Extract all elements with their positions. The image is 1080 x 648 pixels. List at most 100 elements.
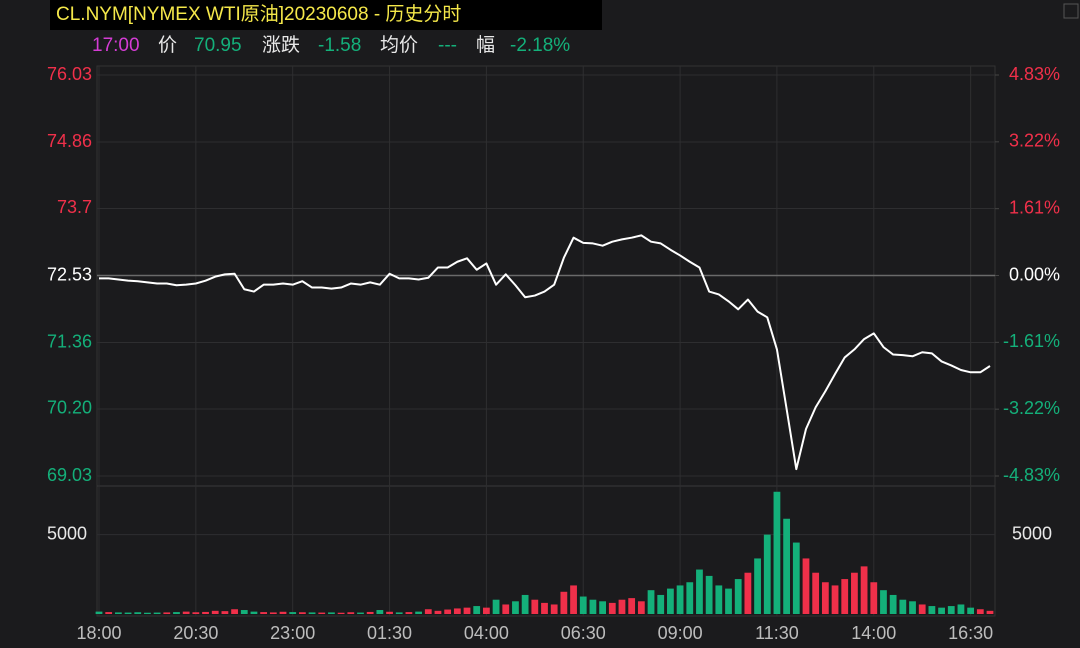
volume-bar	[831, 585, 839, 614]
y-tick-label: 71.36	[47, 331, 92, 351]
volume-bar	[269, 612, 277, 614]
volume-bar	[918, 604, 926, 614]
volume-bar	[492, 599, 500, 614]
volume-bar	[734, 579, 742, 614]
volume-bar	[434, 610, 442, 614]
volume-bar	[744, 572, 752, 614]
info-line: 17:00 价 70.95 涨跌 -1.58 均价 --- 幅 -2.18%	[92, 34, 570, 56]
volume-tick-label-right: 5000	[1012, 523, 1052, 543]
y2-tick-label: -4.83%	[1003, 465, 1060, 485]
volume-bar	[618, 599, 626, 614]
volume-bar	[657, 594, 665, 614]
volume-bar	[947, 606, 955, 614]
volume-bar	[628, 598, 636, 614]
x-tick-label: 01:30	[367, 623, 412, 643]
volume-bar	[124, 612, 132, 614]
volume-bar	[821, 582, 829, 614]
volume-bar	[192, 612, 200, 614]
y-tick-label: 73.7	[57, 197, 92, 217]
volume-bar	[792, 542, 800, 614]
volume-bar	[328, 612, 335, 614]
volume-bar	[231, 609, 238, 614]
volume-bar	[725, 588, 732, 614]
y2-tick-label: 0.00%	[1009, 264, 1060, 284]
volume-bar	[560, 591, 568, 614]
volume-bar	[105, 612, 113, 614]
volume-bar	[386, 611, 393, 614]
volume-bar	[347, 612, 355, 614]
volume-bar	[298, 612, 306, 614]
y2-tick-label: -3.22%	[1003, 398, 1060, 418]
volume-bar	[860, 566, 868, 614]
volume-bar	[318, 612, 326, 614]
volume-bar	[260, 612, 268, 614]
y2-tick-label: 4.83%	[1009, 64, 1060, 84]
info-time: 17:00	[92, 35, 140, 56]
volume-bar	[686, 582, 694, 614]
volume-bar	[357, 612, 364, 614]
x-tick-label: 20:30	[173, 623, 218, 643]
volume-bar	[153, 612, 161, 614]
x-tick-label: 14:00	[851, 623, 896, 643]
info-change-label: 涨跌	[262, 34, 300, 56]
volume-bar	[541, 602, 548, 614]
volume-bar	[637, 601, 645, 614]
volume-bar	[202, 611, 209, 614]
volume-bar	[647, 590, 655, 614]
volume-bar	[754, 558, 761, 614]
volume-bar	[134, 612, 142, 614]
volume-bar	[589, 599, 597, 614]
volume-bar	[812, 572, 820, 614]
volume-bar	[986, 610, 994, 614]
volume-bar	[512, 601, 519, 614]
window-icon[interactable]	[1063, 3, 1079, 19]
x-tick-label: 16:30	[948, 623, 993, 643]
y-tick-label: 69.03	[47, 465, 92, 485]
volume-bar	[909, 601, 916, 614]
volume-bar	[570, 585, 577, 614]
volume-bar	[938, 607, 945, 614]
info-avg: ---	[438, 35, 457, 56]
volume-bar	[667, 588, 674, 614]
volume-bar	[444, 609, 452, 614]
volume-bar	[415, 611, 422, 614]
volume-bar	[289, 612, 297, 614]
x-tick-label: 09:00	[658, 623, 703, 643]
volume-bar	[424, 609, 432, 614]
volume-bar	[182, 611, 190, 614]
volume-bar	[240, 610, 248, 614]
y2-tick-label: 1.61%	[1009, 197, 1060, 217]
volume-bar	[676, 585, 684, 614]
info-price: 70.95	[194, 35, 242, 56]
volume-bar	[163, 612, 171, 614]
volume-bar	[870, 582, 878, 614]
volume-bar	[763, 534, 771, 614]
chart-title: CL.NYM[NYMEX WTI原油]20230608 - 历史分时	[56, 3, 461, 25]
volume-bar	[483, 607, 490, 614]
volume-bar	[773, 491, 781, 614]
volume-bar	[366, 611, 374, 614]
volume-bar	[967, 607, 975, 614]
volume-bar	[705, 575, 713, 614]
volume-bar	[173, 612, 180, 614]
volume-bar	[899, 599, 907, 614]
volume-bar	[308, 612, 316, 614]
volume-bar	[715, 585, 723, 614]
x-tick-label: 23:00	[270, 623, 315, 643]
volume-bar	[376, 610, 384, 614]
x-tick-label: 18:00	[76, 623, 121, 643]
y-tick-label: 76.03	[47, 64, 92, 84]
volume-bar	[579, 596, 587, 614]
volume-bar	[405, 612, 413, 614]
volume-bar	[531, 599, 539, 614]
plot-frame	[96, 65, 996, 617]
volume-bar	[473, 606, 481, 614]
title-box	[50, 0, 602, 30]
x-tick-label: 04:00	[464, 623, 509, 643]
volume-bar	[453, 608, 461, 614]
volume-bar	[696, 569, 703, 614]
info-price-label: 价	[158, 35, 177, 56]
volume-bar	[114, 612, 122, 614]
volume-bar	[841, 579, 849, 614]
